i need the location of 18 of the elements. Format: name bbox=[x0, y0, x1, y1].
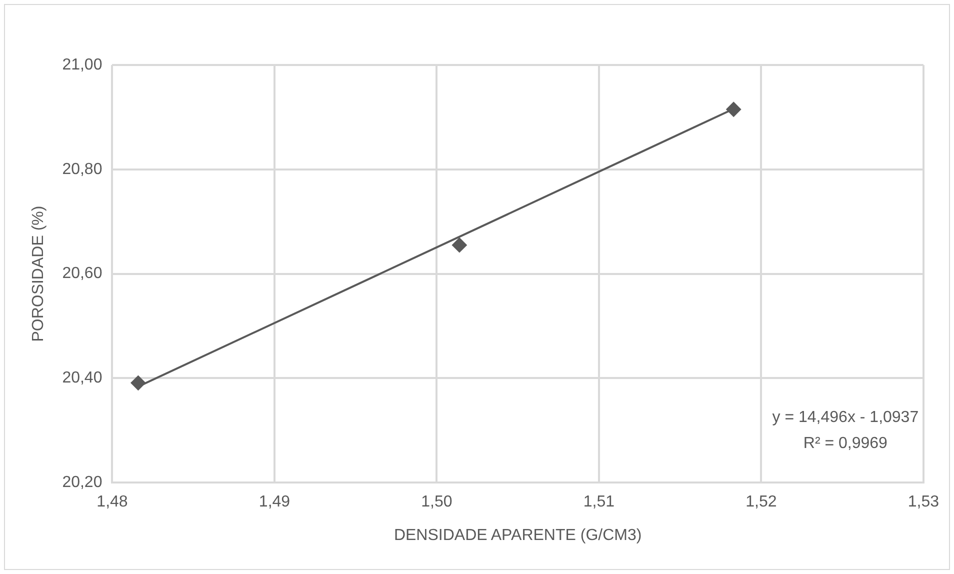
annotation: y = 14,496x - 1,0937 bbox=[772, 409, 919, 426]
y-axis-title: POROSIDADE (%) bbox=[30, 206, 48, 342]
x-tick-label: 1,50 bbox=[421, 494, 452, 511]
x-tick-label: 1,48 bbox=[96, 494, 128, 511]
x-tick-label: 1,52 bbox=[746, 494, 777, 511]
y-tick-label: 20,80 bbox=[62, 160, 102, 178]
x-axis-title: DENSIDADE APARENTE (G/CM3) bbox=[394, 526, 642, 544]
y-tick-label: 20,60 bbox=[62, 265, 102, 282]
point bbox=[130, 375, 146, 390]
x-tick-label: 1,51 bbox=[583, 494, 615, 511]
y-tick-label: 20,20 bbox=[62, 474, 102, 492]
x-tick-label: 1,49 bbox=[258, 494, 290, 511]
y-tick-label: 21,00 bbox=[62, 56, 102, 74]
x-tick-label: 1,53 bbox=[908, 494, 940, 511]
annotation: R² = 0,9969 bbox=[803, 435, 888, 452]
point bbox=[452, 238, 467, 253]
point bbox=[726, 102, 742, 117]
y-tick-label: 20,40 bbox=[62, 370, 102, 387]
